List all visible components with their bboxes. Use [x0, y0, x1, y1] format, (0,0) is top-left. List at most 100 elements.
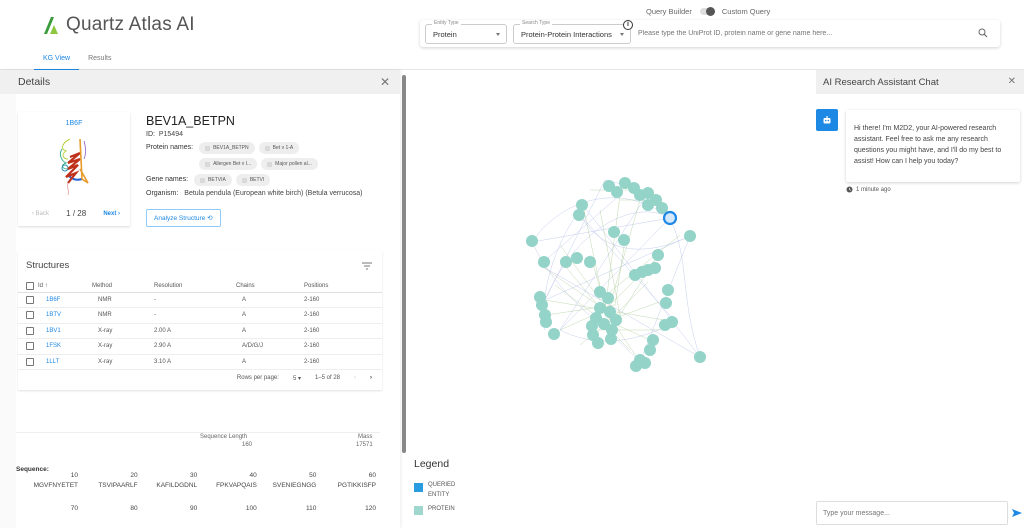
sequence-segment-row: MGVFNYETET TSVIPAARLF KAFILDGDNL FPKVAPQ… — [33, 482, 376, 489]
structure-pdb-id[interactable]: 1B6F — [65, 120, 83, 127]
legend-item-protein: PROTEIN — [414, 506, 468, 515]
protein-name-chip[interactable]: Bet v 1-A — [258, 142, 300, 154]
tab-kg-view[interactable]: KG View — [34, 50, 80, 71]
legend-title: Legend — [414, 458, 450, 470]
id-label: ID: — [146, 131, 155, 138]
protein-names-label: Protein names: — [146, 144, 194, 151]
chat-panel: AI Research Assistant Chat ✕ Hi there! I… — [812, 70, 1024, 528]
structures-title: Structures — [26, 260, 70, 271]
row-checkbox[interactable] — [26, 326, 34, 335]
protein-name-heading: BEV1A_BETPN — [146, 114, 235, 128]
structure-next-button[interactable]: Next › — [103, 210, 120, 217]
rows-per-page-select[interactable]: 5 ▾ — [292, 375, 301, 382]
structure-id-link[interactable]: 1BV1 — [36, 323, 90, 339]
filter-icon[interactable] — [362, 262, 372, 270]
gene-names-row: Gene names: BETVIA BETVI — [146, 174, 396, 186]
drag-handle-icon — [241, 177, 247, 183]
search-icon[interactable] — [978, 28, 988, 38]
row-checkbox[interactable] — [26, 295, 34, 304]
structures-table-card: Structures Id ↑ Method Resolution Chains… — [18, 250, 382, 390]
structure-id-link[interactable]: 1B6F — [36, 292, 90, 308]
structure-back-button[interactable]: ‹ Back — [32, 210, 50, 217]
structure-id-link[interactable]: 1LLT — [36, 354, 90, 370]
table-row[interactable]: 1LLT X-ray 3.10 A A 2-160 — [18, 354, 382, 370]
sequence-label: Sequence: — [16, 466, 49, 473]
send-icon[interactable] — [1012, 508, 1022, 518]
organism-label: Organism: — [146, 190, 179, 197]
select-all-checkbox[interactable] — [26, 281, 34, 290]
protein-info: BEV1A_BETPN ID: P15494 Protein names: BE… — [146, 114, 396, 227]
search-input[interactable] — [638, 26, 968, 41]
drag-handle-icon — [205, 161, 211, 167]
search-type-label: Search Type — [520, 20, 552, 26]
top-bar: Quartz Atlas AI KG View Results Query Bu… — [0, 0, 1024, 71]
protein-id-value: P15494 — [158, 131, 183, 138]
sequence-length-value: 160 — [242, 442, 253, 448]
protein-id-row: ID: P15494 — [146, 131, 396, 138]
column-resolution[interactable]: Resolution — [152, 280, 234, 293]
next-page-icon[interactable]: › — [370, 375, 372, 381]
rows-per-page-label: Rows per page: — [236, 375, 279, 381]
details-scrollbar[interactable] — [402, 75, 406, 453]
view-tabs: KG View Results — [34, 50, 120, 71]
structures-table: Id ↑ Method Resolution Chains Positions … — [18, 280, 382, 370]
bot-avatar — [816, 109, 838, 131]
protein-name-chip[interactable]: Allergen Bet v I... — [199, 158, 258, 170]
query-mode-toggle[interactable] — [699, 7, 715, 16]
sequence-grid: 10 20 30 40 50 60 MGVFNYETET TSVIPAARLF … — [26, 472, 376, 515]
structure-id-link[interactable]: 1FSK — [36, 338, 90, 355]
queried-entity-node[interactable] — [662, 210, 678, 226]
details-header: Details ✕ — [0, 70, 400, 94]
knowledge-graph-canvas[interactable] — [408, 70, 812, 528]
protein-name-chip[interactable]: Major pollen al... — [261, 158, 318, 170]
info-circle-icon[interactable]: i — [623, 20, 633, 30]
protein-structure-image — [59, 138, 89, 196]
entity-type-label: Entity Type — [432, 20, 461, 26]
sequence-length-label: Sequence Length — [200, 434, 248, 440]
clock-icon — [846, 186, 853, 193]
organism-row: Organism: Betula pendula (European white… — [146, 190, 396, 199]
column-positions[interactable]: Positions — [302, 280, 382, 293]
table-row[interactable]: 1BV1 X-ray 2.00 A A 2-160 — [18, 323, 382, 339]
protein-name-chip[interactable]: BEV1A_BETPN — [199, 142, 255, 154]
prev-page-icon[interactable]: ‹ — [354, 375, 356, 381]
custom-query-label: Custom Query — [721, 7, 771, 16]
column-method[interactable]: Method — [90, 280, 152, 293]
table-row[interactable]: 1FSK X-ray 2.90 A A/D/G/J 2-160 — [18, 338, 382, 355]
table-row[interactable]: 1BTV NMR - A 2-160 — [18, 307, 382, 324]
table-row[interactable]: 1B6F NMR - A 2-160 — [18, 292, 382, 308]
graph-nodes-protein[interactable] — [526, 177, 706, 372]
close-details-icon[interactable]: ✕ — [379, 75, 390, 89]
column-chains[interactable]: Chains — [234, 280, 302, 293]
row-checkbox[interactable] — [26, 357, 34, 366]
tab-results[interactable]: Results — [88, 55, 112, 62]
gene-name-chip[interactable]: BETVIA — [194, 174, 232, 186]
table-pagination: Rows per page: 5 ▾ 1–5 of 28 ‹ › — [18, 366, 382, 390]
details-body: 1B6F ‹ Back 1 / 28 Next › BEV1A_BETPN ID… — [16, 94, 400, 528]
column-id[interactable]: Id ↑ — [36, 280, 90, 293]
row-checkbox[interactable] — [26, 311, 34, 320]
structure-id-link[interactable]: 1BTV — [36, 307, 90, 324]
search-type-select[interactable]: Search Type Protein-Protein Interactions — [513, 20, 631, 44]
legend-item-queried-entity: QUERIED ENTITY — [414, 480, 468, 500]
gene-names-label: Gene names: — [146, 176, 189, 183]
close-chat-icon[interactable]: ✕ — [1007, 76, 1016, 87]
graph-legend: Legend QUERIED ENTITY PROTEIN — [414, 458, 468, 521]
search-type-value: Protein-Protein Interactions — [521, 29, 612, 39]
chevron-down-icon — [496, 33, 500, 36]
search-bar: Entity Type Protein Search Type Protein-… — [420, 20, 1000, 47]
pagination-range: 1–5 of 28 — [314, 375, 340, 381]
chat-message-input[interactable] — [816, 501, 1008, 525]
gene-name-chip[interactable]: BETVI — [235, 174, 271, 186]
robot-icon — [823, 116, 831, 124]
row-checkbox[interactable] — [26, 342, 34, 351]
divider — [16, 432, 380, 433]
chat-message-bot: Hi there! I'm M2D2, your AI-powered rese… — [846, 110, 1020, 182]
analyze-structure-button[interactable]: Analyze Structure ⟲ — [146, 209, 221, 227]
drag-handle-icon — [200, 177, 206, 183]
entity-type-select[interactable]: Entity Type Protein — [425, 20, 507, 44]
chat-title: AI Research Assistant Chat — [823, 76, 939, 88]
message-timestamp: 1 minute ago — [846, 186, 891, 193]
app-title: Quartz Atlas AI — [66, 14, 195, 35]
drag-handle-icon — [264, 145, 270, 151]
